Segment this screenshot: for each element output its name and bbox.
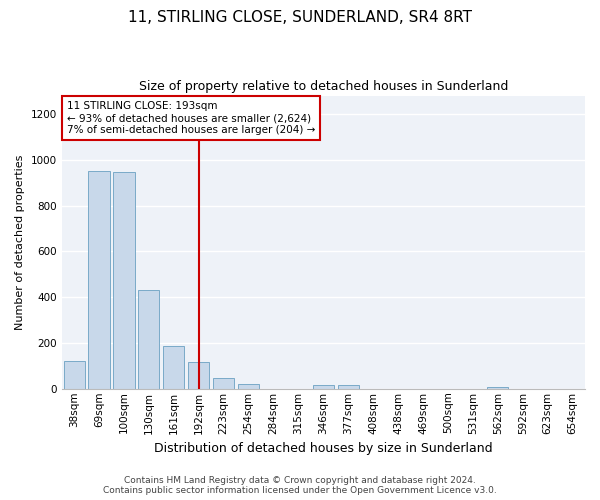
Bar	[113, 172, 134, 389]
Bar	[238, 384, 259, 389]
Bar	[213, 378, 234, 389]
Bar	[338, 384, 359, 389]
Bar	[163, 346, 184, 389]
Bar	[188, 362, 209, 389]
Bar	[138, 290, 160, 389]
Title: Size of property relative to detached houses in Sunderland: Size of property relative to detached ho…	[139, 80, 508, 93]
Bar	[313, 384, 334, 389]
Y-axis label: Number of detached properties: Number of detached properties	[15, 154, 25, 330]
Text: 11, STIRLING CLOSE, SUNDERLAND, SR4 8RT: 11, STIRLING CLOSE, SUNDERLAND, SR4 8RT	[128, 10, 472, 25]
X-axis label: Distribution of detached houses by size in Sunderland: Distribution of detached houses by size …	[154, 442, 493, 455]
Text: Contains HM Land Registry data © Crown copyright and database right 2024.
Contai: Contains HM Land Registry data © Crown c…	[103, 476, 497, 495]
Bar	[487, 387, 508, 389]
Bar	[88, 171, 110, 389]
Bar	[64, 362, 85, 389]
Text: 11 STIRLING CLOSE: 193sqm
← 93% of detached houses are smaller (2,624)
7% of sem: 11 STIRLING CLOSE: 193sqm ← 93% of detac…	[67, 102, 315, 134]
